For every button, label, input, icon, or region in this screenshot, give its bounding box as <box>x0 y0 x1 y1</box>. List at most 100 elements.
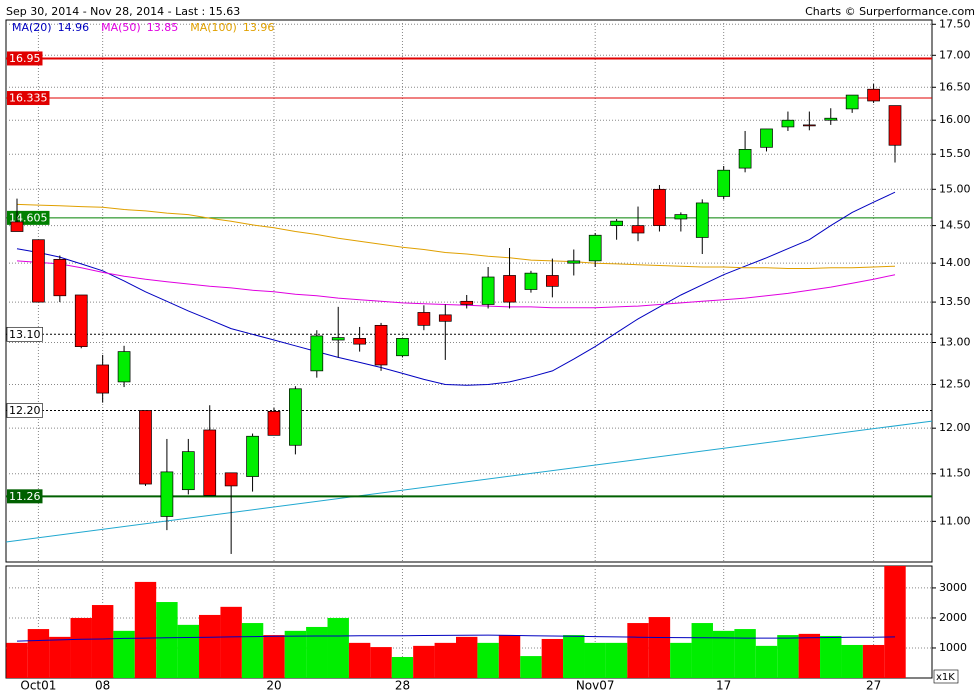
level-label: 16.95 <box>9 52 41 65</box>
volume-bar <box>6 642 28 678</box>
volume-bar <box>113 630 135 678</box>
volume-bar <box>798 633 821 678</box>
legend-name: MA(50) <box>101 21 141 34</box>
volume-bar <box>884 566 906 678</box>
candle-body <box>503 275 516 303</box>
volume-bar <box>391 656 414 678</box>
volume-bar <box>734 629 756 678</box>
x-tick-label: Nov07 <box>576 679 615 693</box>
y-tick-label: 13.50 <box>939 295 971 308</box>
volume-bar <box>820 635 842 678</box>
volume-bar <box>199 614 221 678</box>
volume-bar <box>862 644 885 678</box>
candle-body <box>267 411 281 436</box>
volume-bar <box>691 623 713 678</box>
candle-body <box>781 119 795 128</box>
y-tick-label: 16.00 <box>939 113 971 126</box>
x-tick-label: 20 <box>266 679 281 693</box>
candle-body <box>738 149 752 169</box>
x-tick-label: 17 <box>716 679 731 693</box>
volume-bar <box>541 638 564 678</box>
volume-bar <box>841 644 863 678</box>
candle-body <box>524 272 538 290</box>
y-tick-label: 15.00 <box>939 182 971 195</box>
level-label-box <box>7 91 50 106</box>
level-label: 14.605 <box>9 211 48 224</box>
x-tick-label: 08 <box>95 679 110 693</box>
volume-bar <box>712 630 735 678</box>
volume-bar <box>306 626 328 678</box>
volume-bar <box>648 617 671 678</box>
volume-bar <box>91 605 114 678</box>
candle-body <box>181 451 195 491</box>
volume-tick-label: 2000 <box>939 611 967 624</box>
y-tick-label: 16.50 <box>939 80 971 93</box>
x-tick-label: 27 <box>866 679 881 693</box>
legend-value: 13.96 <box>243 21 275 34</box>
candle-body <box>246 435 259 477</box>
y-tick-label: 14.50 <box>939 219 971 232</box>
volume-bar <box>177 624 200 678</box>
volume-bar <box>263 635 285 678</box>
volume-bar <box>413 645 435 678</box>
level-label: 13.10 <box>9 328 41 341</box>
volume-bar <box>755 645 778 678</box>
volume-bar <box>27 629 50 678</box>
ma-line <box>16 203 896 269</box>
candle-body <box>888 105 902 146</box>
price-panel <box>5 19 933 563</box>
volume-bar <box>220 606 242 678</box>
volume-bar <box>563 635 585 678</box>
volume-bar <box>156 602 178 678</box>
y-tick-label: 17.50 <box>939 17 971 30</box>
candle-body <box>481 276 495 305</box>
y-tick-label: 14.00 <box>939 256 971 269</box>
candle-body <box>396 338 409 357</box>
volume-bar <box>327 617 349 678</box>
candle-body <box>760 128 773 148</box>
volume-bar <box>520 656 542 678</box>
volume-bar <box>370 647 392 678</box>
y-tick-label: 13.00 <box>939 335 971 348</box>
candle-body <box>438 314 452 322</box>
candle-body <box>417 312 431 326</box>
candle-body <box>331 337 345 341</box>
x-tick-label: 28 <box>395 679 410 693</box>
volume-bar <box>498 635 521 678</box>
legend-name: MA(100) <box>190 21 237 34</box>
level-label: 11.26 <box>9 490 41 503</box>
level-label-box <box>6 326 43 342</box>
y-tick-label: 17.00 <box>939 48 971 61</box>
candle-body <box>824 117 838 121</box>
candle-body <box>631 225 645 234</box>
y-tick-label: 12.50 <box>939 377 971 390</box>
volume-bar <box>348 642 371 678</box>
candle-body <box>674 214 688 220</box>
level-label-box <box>6 403 43 418</box>
candle-body <box>160 471 174 517</box>
candle-body <box>695 202 709 238</box>
candle-body <box>653 188 666 226</box>
volume-bar <box>627 623 649 678</box>
candle-body <box>867 88 880 102</box>
unit-box <box>933 669 959 684</box>
candle-body <box>74 294 88 347</box>
candle-body <box>353 338 366 345</box>
volume-ma-line <box>16 634 896 642</box>
level-label: 12.20 <box>9 404 41 417</box>
candle-body <box>717 169 731 197</box>
candle-body <box>374 324 388 366</box>
candle-body <box>610 220 623 226</box>
ma-line <box>16 191 896 386</box>
candle-body <box>96 364 110 394</box>
candle-body <box>588 234 602 262</box>
volume-bar <box>670 642 692 678</box>
legend-value: 14.96 <box>58 21 90 34</box>
volume-bar <box>477 642 499 678</box>
volume-tick-label: 1000 <box>939 641 967 654</box>
candle-body <box>460 300 474 305</box>
candle-body <box>10 221 24 232</box>
y-tick-label: 11.00 <box>939 514 971 527</box>
x-tick-label: Oct01 <box>20 679 56 693</box>
